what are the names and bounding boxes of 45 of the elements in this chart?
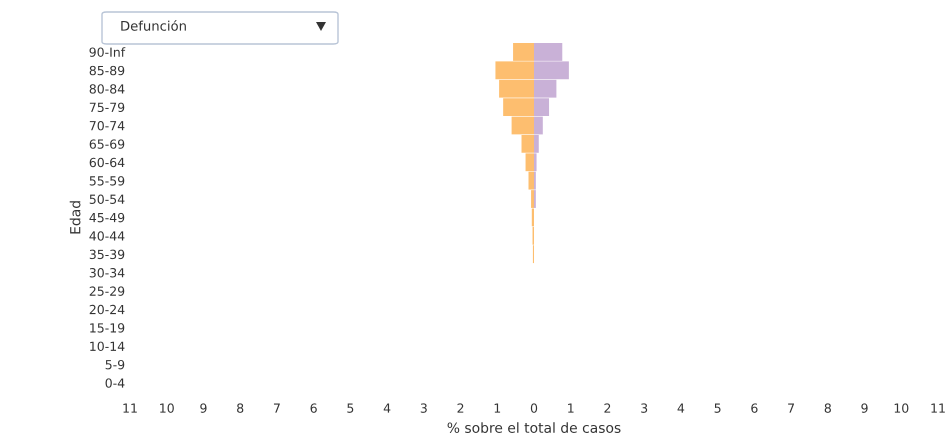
x-tick-label: 4 xyxy=(384,404,390,413)
y-tick-label: 50-54 xyxy=(90,194,124,204)
x-tick-label: 5 xyxy=(714,404,721,413)
x-tick-label: 2 xyxy=(604,403,610,413)
x-tick-label: 0 xyxy=(530,403,538,413)
x-tick-label: 4 xyxy=(678,404,684,413)
y-tick-label: 40-44 xyxy=(89,231,124,241)
y-tick-label: 0-4 xyxy=(106,378,124,388)
x-tick-label: 11 xyxy=(931,404,945,413)
x-tick-label: 9 xyxy=(200,403,207,413)
y-tick-label: 70-74 xyxy=(90,120,124,130)
y-axis-title: Edad xyxy=(70,201,80,234)
y-tick-label: 60-64 xyxy=(90,158,124,168)
x-tick-label: 6 xyxy=(751,403,758,413)
y-tick-label: 30-34 xyxy=(90,268,124,278)
y-tick-label: 55-59 xyxy=(90,176,124,186)
x-tick-label: 6 xyxy=(310,403,317,413)
x-tick-label: 3 xyxy=(420,403,427,413)
x-tick-label: 9 xyxy=(861,403,868,413)
x-tick-label: 2 xyxy=(457,403,464,413)
x-tick-label: 8 xyxy=(237,403,244,413)
y-tick-label: 5-9 xyxy=(106,360,124,370)
x-tick-label: 3 xyxy=(641,403,648,413)
y-tick-label: 80-84 xyxy=(90,84,124,94)
x-tick-label: 7 xyxy=(274,404,280,413)
y-tick-label: 35-39 xyxy=(90,250,124,260)
y-tick-label: 10-14 xyxy=(90,342,124,352)
y-tick-label: 20-24 xyxy=(90,304,124,314)
x-tick-label: 5 xyxy=(347,404,354,413)
x-tick-label: 11 xyxy=(123,404,137,413)
x-tick-label: 1 xyxy=(494,404,500,413)
y-tick-label: 65-69 xyxy=(90,139,124,149)
x-tick-label: 8 xyxy=(824,403,831,413)
x-tick-label: 1 xyxy=(568,404,574,413)
y-tick-label: 45-49 xyxy=(89,212,124,222)
x-tick-label: 7 xyxy=(788,404,794,413)
y-tick-label: 25-29 xyxy=(90,286,124,296)
x-tick-label: 10 xyxy=(160,403,174,413)
x-axis-title: % sobre el total de casos xyxy=(448,422,621,433)
x-tick-label: 10 xyxy=(894,403,908,413)
text: Defunción xyxy=(121,20,186,31)
y-tick-label: 15-19 xyxy=(90,323,124,333)
y-tick-label: 85-89 xyxy=(90,66,124,76)
y-tick-label: 90-Inf xyxy=(90,47,126,57)
y-tick-label: 75-79 xyxy=(90,102,124,112)
